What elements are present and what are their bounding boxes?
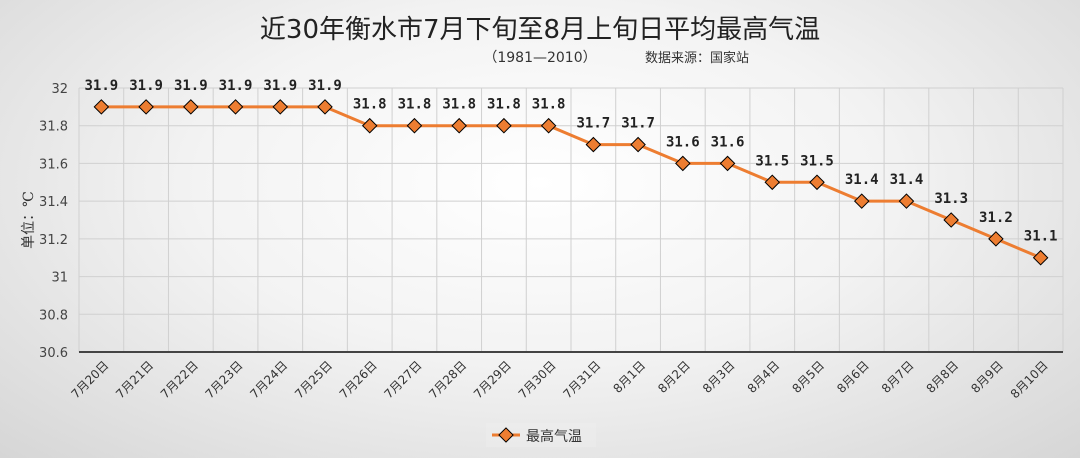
y-axis-label: 单位：℃	[21, 191, 37, 249]
x-tick-label: 7月29日	[471, 358, 514, 401]
y-tick-label: 31	[51, 271, 68, 286]
data-label: 31.9	[174, 78, 208, 94]
x-tick-label: 7月25日	[292, 358, 335, 401]
data-point-diamond	[853, 193, 870, 209]
data-point-diamond	[719, 155, 736, 172]
x-tick-label: 7月23日	[203, 358, 246, 401]
data-point-diamond	[764, 174, 781, 191]
x-tick-label: 7月27日	[382, 358, 425, 401]
data-label: 31.3	[934, 191, 968, 207]
data-point-diamond	[630, 136, 646, 153]
data-point-diamond	[93, 99, 110, 115]
data-label: 31.8	[442, 97, 476, 113]
x-tick-label: 7月30日	[516, 358, 559, 401]
data-label: 31.8	[353, 97, 387, 113]
data-label: 31.9	[263, 78, 297, 94]
gridlines	[78, 87, 1064, 353]
x-tick-label: 7月28日	[426, 358, 469, 401]
y-tick-label: 30.6	[39, 346, 68, 361]
x-tick-label: 8月9日	[968, 358, 1006, 396]
data-point-diamond	[585, 136, 602, 153]
x-tick-label: 8月10日	[1008, 358, 1051, 401]
data-point-diamond	[317, 99, 333, 115]
data-label: 31.8	[398, 97, 432, 113]
y-tick-label: 30.8	[39, 308, 68, 323]
data-label: 31.9	[129, 78, 163, 94]
chart-subtitle: （1981—2010）	[483, 50, 596, 66]
series-max-temp	[93, 99, 1049, 266]
x-tick-label: 7月26日	[337, 358, 380, 401]
data-label: 31.2	[979, 210, 1013, 226]
legend-marker-diamond-icon	[498, 427, 514, 443]
y-tick-label: 32	[51, 82, 68, 97]
x-axis-ticks: 7月20日 7月21日 7月22日 7月23日 7月24日 7月25日 7月26日 7月27日…	[68, 358, 1050, 401]
data-label: 31.5	[755, 153, 789, 169]
x-tick-label: 8月1日	[611, 358, 649, 396]
data-label: 31.6	[666, 134, 700, 150]
data-point-diamond	[138, 99, 154, 115]
x-tick-label: 8月2日	[655, 358, 693, 396]
data-label: 31.5	[800, 153, 834, 169]
data-point-diamond	[272, 99, 289, 115]
data-point-diamond	[675, 155, 691, 172]
data-point-diamond	[451, 117, 467, 134]
data-label: 31.9	[219, 78, 253, 94]
data-point-diamond	[496, 117, 512, 134]
data-label: 31.8	[487, 97, 521, 113]
data-point-diamond	[1032, 249, 1049, 266]
x-tick-label: 8月3日	[700, 358, 738, 396]
data-point-diamond	[183, 99, 199, 115]
data-label: 31.4	[845, 172, 879, 188]
chart-title: 近30年衡水市7月下旬至8月上旬日平均最高气温	[260, 15, 820, 45]
legend: 最高气温	[486, 423, 596, 447]
data-point-diamond	[809, 174, 825, 191]
x-tick-label: 7月20日	[68, 358, 111, 401]
data-label: 31.7	[577, 116, 611, 132]
y-tick-label: 31.2	[39, 233, 68, 248]
data-labels: 31.9 31.9 31.9 31.9 31.9 31.9 31.8 31.8 31.8 31.8…	[85, 78, 1058, 245]
y-tick-label: 31.8	[39, 120, 68, 135]
data-point-diamond	[406, 117, 423, 134]
x-tick-label: 7月22日	[158, 358, 201, 401]
x-tick-label: 8月5日	[789, 358, 827, 396]
data-label: 31.7	[621, 116, 655, 132]
x-tick-label: 8月4日	[745, 358, 783, 396]
data-point-diamond	[943, 212, 959, 228]
data-label: 31.8	[532, 97, 566, 113]
x-tick-label: 7月21日	[113, 358, 156, 401]
x-tick-label: 8月6日	[834, 358, 872, 396]
data-point-diamond	[988, 231, 1004, 247]
legend-label: 最高气温	[526, 428, 582, 445]
y-tick-label: 31.4	[39, 195, 68, 210]
data-label: 31.9	[85, 78, 119, 94]
series-line	[101, 105, 1042, 260]
y-tick-label: 31.6	[39, 157, 68, 172]
y-axis-ticks: 30.6 30.8 31 31.2 31.4 31.6 31.8 32	[39, 82, 68, 361]
data-point-diamond	[227, 99, 244, 115]
data-point-diamond	[361, 117, 378, 134]
data-source: 数据来源：国家站	[645, 50, 749, 66]
data-label: 31.9	[308, 78, 342, 94]
data-label: 31.6	[711, 134, 745, 150]
x-tick-label: 7月24日	[247, 358, 290, 401]
x-tick-label: 7月31日	[560, 358, 603, 401]
x-tick-label: 8月8日	[924, 358, 962, 396]
x-tick-label: 8月7日	[879, 358, 917, 396]
data-label: 31.1	[1024, 229, 1058, 245]
data-label: 31.4	[890, 172, 924, 188]
data-point-diamond	[540, 117, 557, 134]
data-point-diamond	[898, 193, 915, 209]
